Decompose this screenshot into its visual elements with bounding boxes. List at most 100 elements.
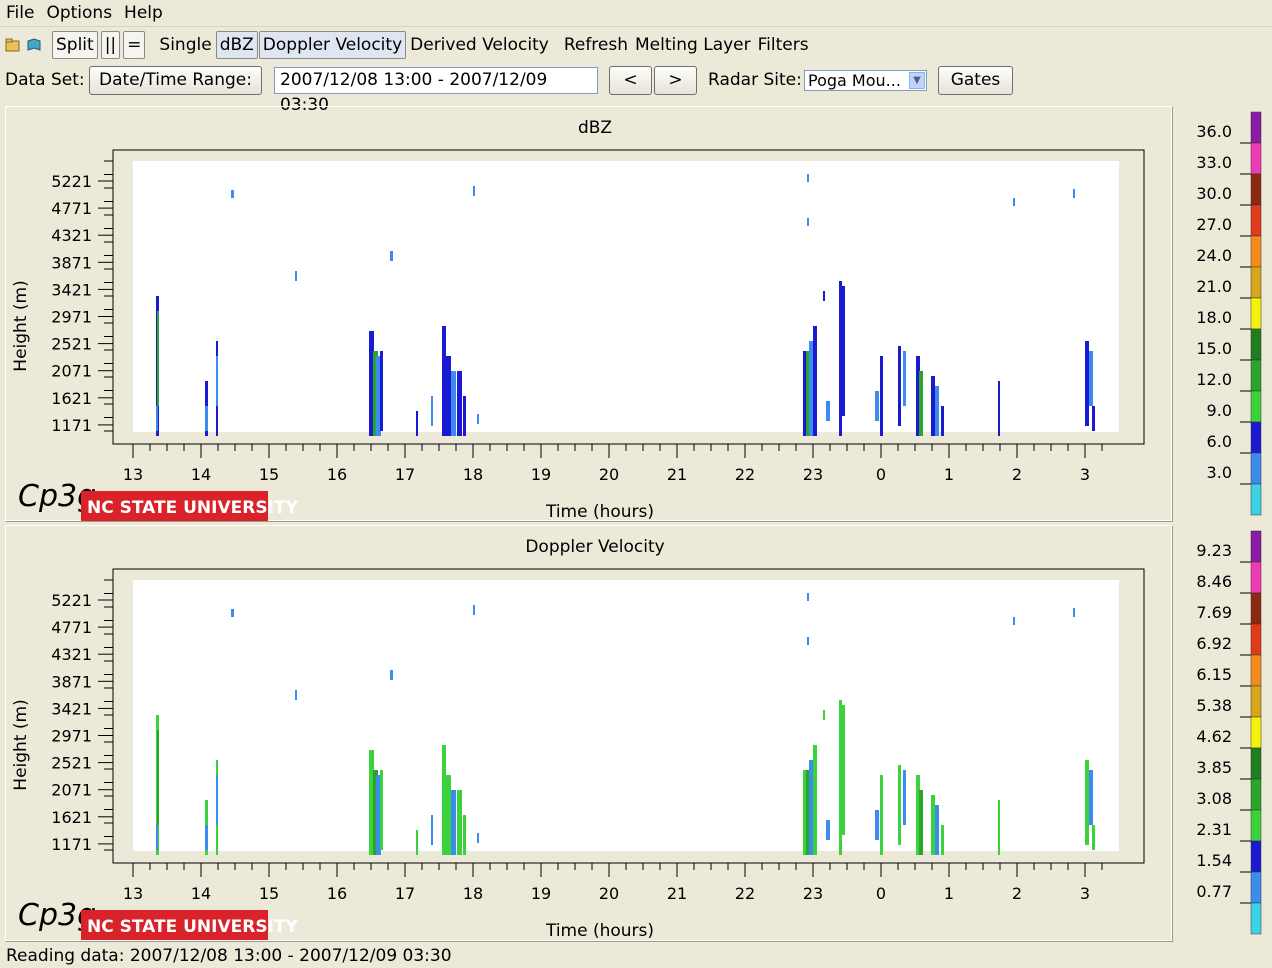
menu-help[interactable]: Help [124,3,163,23]
echo-column [935,805,939,855]
echo-column [839,281,842,436]
echo-column [231,609,234,617]
dataset-label: Data Set: [5,70,85,90]
melting-layer-button[interactable]: Melting Layer [635,35,751,55]
x-tick-label: 0 [876,465,886,484]
echo-column [1092,825,1095,850]
legend-label: 21.0 [1196,277,1232,296]
echo-column [451,371,456,436]
y-tick-label: 4321 [51,226,92,245]
legend-swatch [1250,623,1262,656]
echo-column [380,770,383,850]
x-tick-label: 15 [259,884,279,903]
y-tick-label: 2071 [51,781,92,800]
ncsu-logo-text: NC STATE UNIVERSITY [87,498,298,518]
stacked-button[interactable]: = [123,31,146,59]
echo-column [903,770,906,825]
legend-swatch [1250,390,1262,423]
split-button[interactable]: Split [52,31,98,59]
echo-column [880,356,883,436]
menu-options[interactable]: Options [46,3,113,23]
legend-swatch [1250,902,1262,935]
echo-column [1085,341,1089,426]
legend-label: 4.62 [1196,727,1232,746]
legend-swatch [1250,716,1262,749]
y-tick-label: 2971 [51,727,92,746]
single-button[interactable]: Single [159,35,212,55]
legend-label: 18.0 [1196,308,1232,327]
open-folder-icon[interactable] [5,37,21,53]
date-time-range-button[interactable]: Date/Time Range: [89,66,262,95]
x-tick-label: 2 [1012,465,1022,484]
plot-area [133,580,1119,851]
x-tick-label: 22 [735,884,755,903]
dbz-plot[interactable]: 5221477143213871342129712521207116211171… [0,106,1180,522]
legend-swatch [1250,840,1262,873]
derived-velocity-button[interactable]: Derived Velocity [410,35,549,55]
x-tick-label: 14 [191,465,211,484]
echo-column [376,356,381,436]
echo-column [898,765,901,845]
echo-column [806,351,811,436]
ncsu-logo-bg [81,491,268,521]
filters-button[interactable]: Filters [757,35,809,55]
menu-file[interactable]: File [6,3,35,23]
echo-column [390,251,393,261]
echo-column [477,414,479,424]
x-tick-label: 17 [395,465,415,484]
echo-column [369,750,374,855]
ncsu-logo-text: NC STATE UNIVERSITY [87,917,298,937]
gates-button[interactable]: Gates [938,66,1013,95]
echo-column [463,396,466,436]
legend-label: 3.0 [1207,463,1232,482]
legend-label: 33.0 [1196,153,1232,172]
legend-label: 7.69 [1196,603,1232,622]
echo-column [205,406,208,431]
next-button[interactable]: > [654,66,697,95]
echo-column [823,710,825,720]
echo-column [442,326,446,436]
legend-swatch [1250,297,1262,330]
chevron-down-icon[interactable]: ▼ [909,72,925,89]
echo-column [813,745,817,855]
echo-column [813,326,817,436]
echo-column [1073,608,1075,617]
legend-label: 30.0 [1196,184,1232,203]
date-range-field[interactable]: 2007/12/08 13:00 - 2007/12/09 03:30 [274,67,598,115]
echo-column [156,406,158,431]
echo-column [941,825,944,855]
x-tick-label: 16 [327,465,347,484]
legend-swatch [1250,871,1262,904]
echo-column [295,271,297,281]
legend-label: 15.0 [1196,339,1232,358]
dbz-color-legend: 36.0 33.0 30.0 27.0 24.0 21.0 18.0 15.0 12.0 9.0 6… [1196,111,1262,516]
x-tick-label: 17 [395,884,415,903]
doppler-panel [5,525,1173,942]
legend-swatch [1250,809,1262,842]
legend-label: 3.85 [1196,758,1232,777]
radar-site-select[interactable]: Poga Mou... ▼ [804,70,927,91]
legend-swatch [1250,592,1262,625]
echo-column [839,700,842,855]
legend-label: 6.15 [1196,665,1232,684]
doppler-plot[interactable]: 5221477143213871342129712521207116211171… [0,525,1180,942]
menu-bar: File Options Help [0,0,1272,27]
x-tick-label: 1 [944,884,954,903]
y-tick-label: 3871 [51,672,92,691]
refresh-button[interactable]: Refresh [563,35,629,55]
legend-label: 6.0 [1207,432,1232,451]
y-tick-label: 1621 [51,389,92,408]
doppler-velocity-button[interactable]: Doppler Velocity [258,31,407,59]
echo-column [807,174,809,182]
legend-label: 6.92 [1196,634,1232,653]
legend-label: 9.0 [1207,401,1232,420]
side-by-side-button[interactable]: || [100,31,121,59]
x-tick-label: 1 [944,465,954,484]
y-tick-label: 3421 [51,699,92,718]
legend-swatch [1250,173,1262,206]
dbz-button[interactable]: dBZ [215,31,258,59]
book-icon[interactable] [26,37,42,53]
echo-column [473,186,475,196]
legend-swatch [1250,204,1262,237]
previous-button[interactable]: < [609,66,652,95]
